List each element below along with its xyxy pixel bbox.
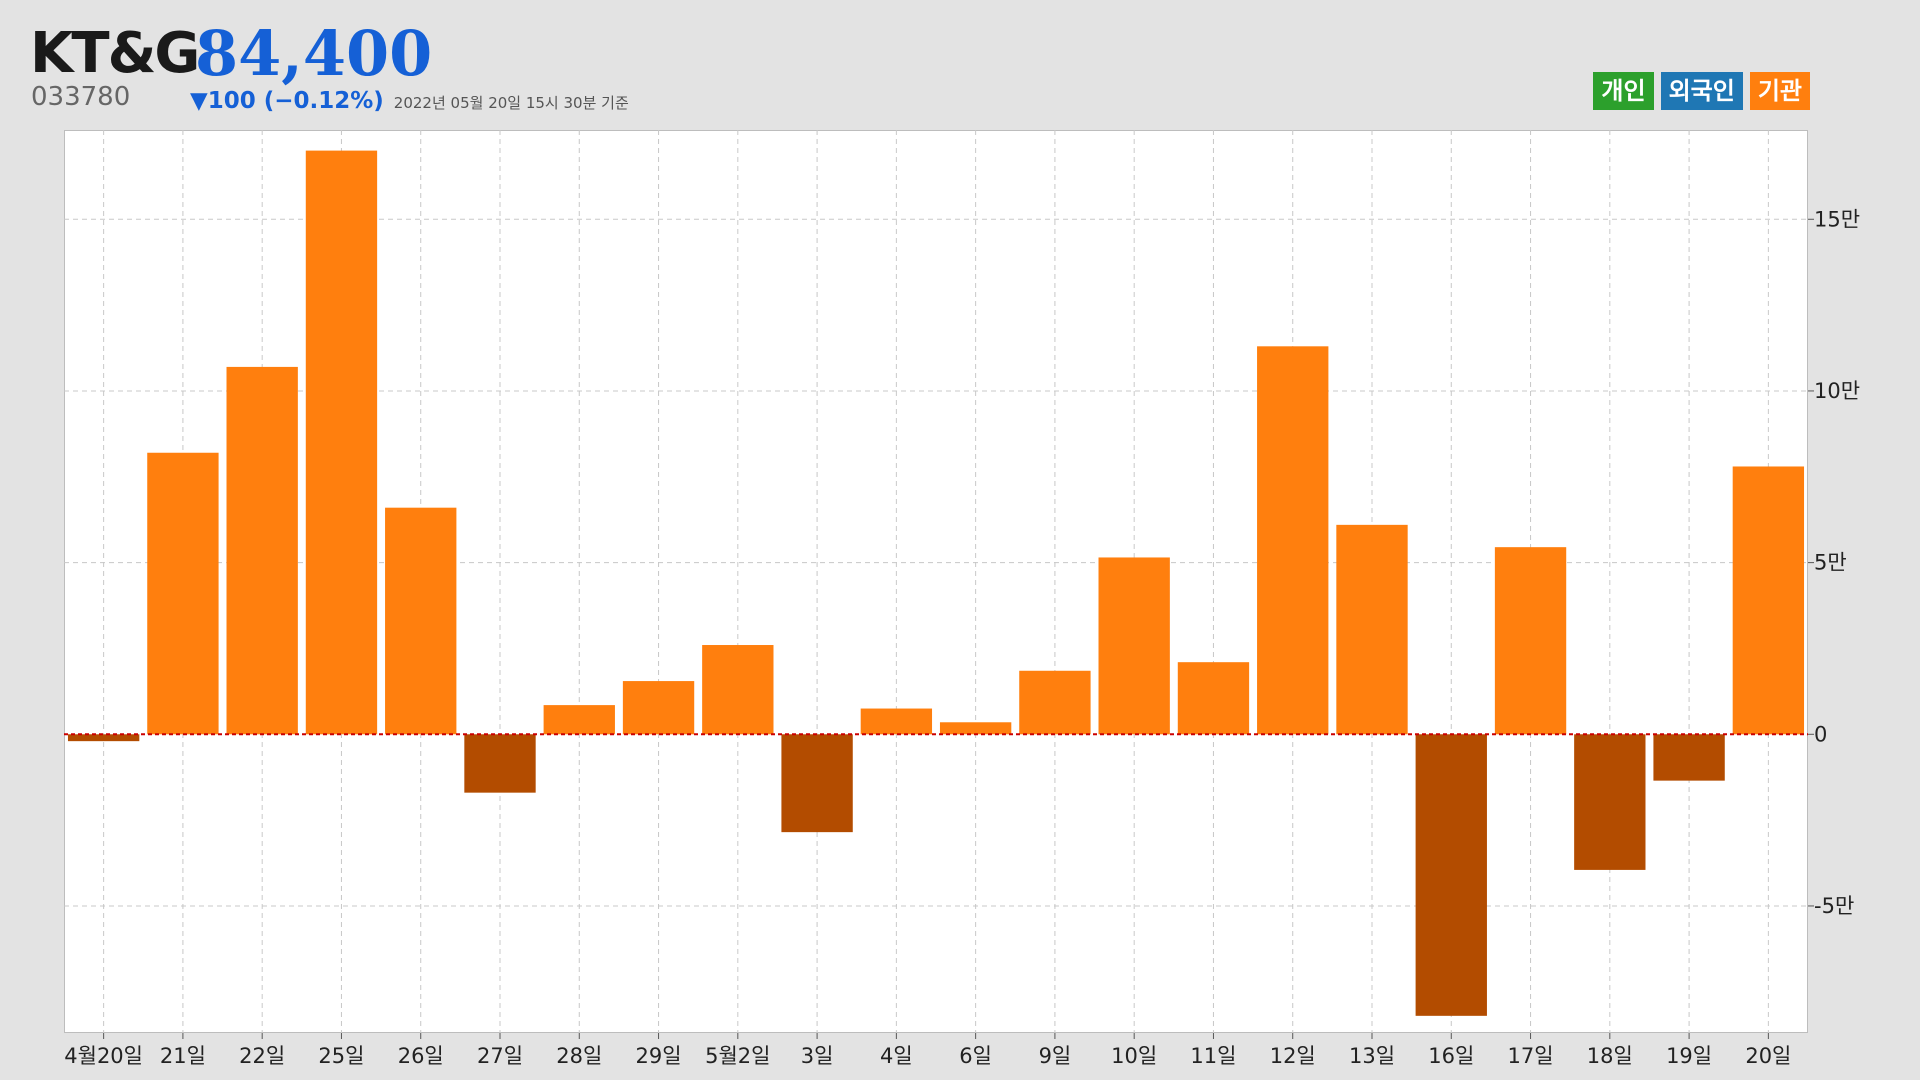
x-tick-label: 25일 [318,1044,364,1068]
x-tick-label: 22일 [239,1044,285,1068]
bar [622,681,695,735]
bar [1019,670,1091,735]
x-tick-label: 6일 [959,1044,992,1068]
y-tick-label: 0 [1814,722,1827,746]
x-tick-label: 10일 [1111,1044,1157,1068]
stock-code: 033780 [31,82,131,112]
legend-individual[interactable]: 개인 [1593,72,1654,110]
x-tick-label: 20일 [1745,1044,1791,1068]
x-tick-label: 4월20일 [64,1044,143,1068]
as-of-timestamp: 2022년 05월 20일 15시 30분 기준 [393,94,629,112]
bar [543,705,615,735]
x-tick-label: 21일 [160,1044,206,1068]
x-tick-label: 11일 [1190,1044,1236,1068]
x-tick-label: 28일 [556,1044,602,1068]
bar [305,150,378,735]
x-tick-label: 19일 [1666,1044,1712,1068]
x-tick-label: 3일 [801,1044,834,1068]
x-tick-label: 18일 [1587,1044,1633,1068]
y-tick-label: 15만 [1814,207,1860,231]
y-tick-label: 10만 [1814,379,1860,403]
y-tick-label: -5만 [1814,894,1854,918]
price-change-row: ▼100 (−0.12%) 2022년 05월 20일 15시 30분 기준 [190,88,629,114]
bar [385,507,457,735]
x-tick-label: 12일 [1270,1044,1316,1068]
company-name: KT&G [30,21,200,86]
bar [702,645,774,735]
bar [1653,734,1725,781]
legend-foreign[interactable]: 외국인 [1660,72,1743,110]
bar [939,722,1012,735]
bar [1415,734,1487,1016]
x-tick-label: 9일 [1039,1044,1072,1068]
x-tick-label: 5월2일 [705,1044,770,1068]
x-tick-label: 27일 [477,1044,523,1068]
bar [860,708,933,735]
bar [1574,734,1646,870]
bar [1494,547,1567,735]
legend: 개인 외국인 기관 [1593,72,1810,110]
bar [1732,466,1805,735]
bar [781,734,853,833]
bar [226,366,298,735]
bar [67,734,140,742]
bar [147,452,219,735]
x-tick-label: 26일 [398,1044,444,1068]
x-tick-label: 13일 [1349,1044,1395,1068]
legend-institution[interactable]: 기관 [1749,72,1810,110]
price-change: ▼100 (−0.12%) [190,88,384,114]
bar [1177,662,1250,735]
x-tick-label: 29일 [636,1044,682,1068]
current-price: 84,400 [195,17,433,90]
bar [1098,557,1170,735]
y-tick-label: 5만 [1814,551,1847,575]
bar [1336,524,1408,735]
x-tick-label: 4일 [880,1044,913,1068]
x-tick-label: 16일 [1428,1044,1474,1068]
x-tick-label: 17일 [1508,1044,1554,1068]
bar [1257,346,1329,735]
bar [464,734,536,793]
